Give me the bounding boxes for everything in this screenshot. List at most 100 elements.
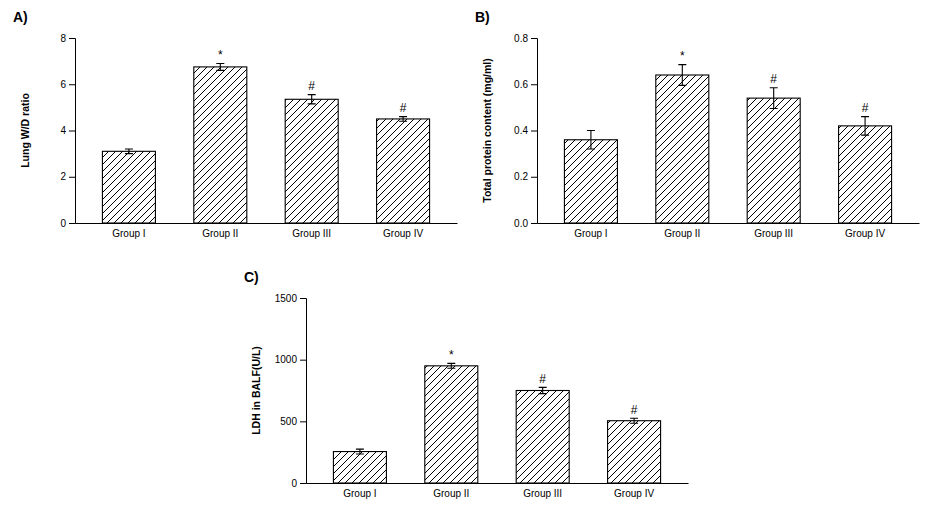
y-tick-mark: [531, 84, 537, 85]
y-tick-mark: [69, 84, 75, 85]
bar: [516, 391, 569, 484]
x-tick-label: Group III: [523, 488, 562, 499]
y-tick-mark: [69, 177, 75, 178]
annotation: #: [631, 403, 638, 417]
annotation: #: [400, 101, 407, 115]
annotation: #: [770, 72, 777, 86]
y-tick-label: 0.4: [514, 125, 528, 136]
error-bar: [447, 363, 455, 368]
x-tick-label: Group III: [292, 228, 331, 239]
y-tick-mark: [300, 483, 306, 484]
x-tick-label: Group III: [754, 228, 793, 239]
x-tick: Group IV: [614, 483, 654, 499]
x-tick-label: Group IV: [383, 228, 423, 239]
x-tick: Group II: [433, 483, 469, 499]
y-tick-label: 4: [60, 125, 66, 136]
y-tick-label: 1500: [275, 293, 298, 304]
y-tick: 0: [60, 218, 75, 229]
panel: 0 500 1000 1500 Group I Group II Group III Grou…: [244, 269, 689, 499]
x-tick: Group I: [343, 483, 376, 499]
y-tick-label: 6: [60, 79, 66, 90]
annotation: #: [308, 79, 315, 93]
y-tick-mark: [300, 360, 306, 361]
panel: 0.0 0.2 0.4 0.6 0.8 Group I Group II Group III G…: [475, 9, 920, 239]
y-tick: 8: [60, 33, 75, 44]
y-tick: 0.8: [514, 33, 537, 44]
x-tick: Group III: [292, 223, 331, 239]
y-tick-mark: [69, 223, 75, 224]
error-bar: [308, 95, 316, 104]
y-tick-mark: [69, 131, 75, 132]
y-tick-mark: [300, 421, 306, 422]
panel-title: C): [244, 269, 259, 285]
error-bar: [587, 131, 595, 150]
error-bar: [216, 63, 224, 70]
y-axis-line: [69, 39, 76, 224]
x-axis-line: [76, 223, 458, 224]
figure: 0 2 4 6 8 Group I Group II Group III Group IV * # #…: [0, 0, 944, 527]
error-bar: [861, 117, 869, 136]
bar: [377, 119, 430, 223]
bar: [102, 151, 155, 223]
x-axis-line: [307, 483, 689, 484]
x-tick: Group I: [574, 223, 607, 239]
x-tick: Group III: [754, 223, 793, 239]
y-tick-label: 2: [60, 171, 66, 182]
error-bar: [678, 65, 686, 86]
y-tick: 0.0: [514, 218, 537, 229]
marks: [102, 63, 429, 223]
x-tick-label: Group I: [574, 228, 607, 239]
bar: [194, 67, 247, 223]
y-tick-mark: [69, 38, 75, 39]
x-tick-label: Group IV: [614, 488, 654, 499]
y-tick: 0.2: [514, 171, 537, 182]
y-tick-label: 0.8: [514, 33, 528, 44]
y-tick-mark: [300, 298, 306, 299]
y-axis: 0 2 4 6 8: [60, 33, 75, 229]
y-axis: 0.0 0.2 0.4 0.6 0.8: [514, 33, 537, 229]
x-tick-label: Group I: [343, 488, 376, 499]
y-axis-title: Total protein content (mg/ml): [481, 58, 493, 202]
y-tick: 1000: [275, 354, 306, 365]
y-tick-mark: [531, 177, 537, 178]
y-tick: 0.4: [514, 125, 537, 136]
y-tick: 0: [291, 478, 306, 489]
bar: [285, 99, 338, 223]
x-tick-label: Group II: [202, 228, 238, 239]
y-tick-label: 8: [60, 33, 66, 44]
bar: [656, 75, 709, 223]
panel-title: B): [475, 9, 490, 25]
x-tick-label: Group II: [664, 228, 700, 239]
x-axis-line: [538, 223, 920, 224]
bar: [564, 140, 617, 223]
y-tick-label: 1000: [275, 354, 298, 365]
y-tick-mark: [531, 131, 537, 132]
bar: [425, 366, 478, 483]
bar: [333, 452, 386, 483]
annotation: *: [680, 49, 685, 63]
x-tick: Group III: [523, 483, 562, 499]
y-tick: 4: [60, 125, 75, 136]
y-tick-mark: [531, 223, 537, 224]
marks: [564, 65, 891, 223]
y-tick-label: 0.6: [514, 79, 528, 90]
y-tick-label: 0: [60, 218, 66, 229]
x-tick-label: Group II: [433, 488, 469, 499]
y-tick-label: 0: [291, 478, 297, 489]
y-axis-title: Lung W/D ratio: [19, 93, 31, 168]
x-tick: Group IV: [383, 223, 423, 239]
x-tick: Group II: [202, 223, 238, 239]
x-tick-label: Group IV: [845, 228, 885, 239]
y-axis-line: [531, 39, 538, 224]
y-tick-mark: [531, 38, 537, 39]
x-tick-label: Group I: [112, 228, 145, 239]
annotations: *##: [449, 348, 638, 417]
bar: [608, 421, 661, 483]
y-tick-label: 500: [280, 416, 297, 427]
marks: [333, 363, 660, 483]
annotations: *##: [680, 49, 869, 115]
annotation: *: [449, 348, 454, 362]
y-tick: 2: [60, 171, 75, 182]
y-tick: 1500: [275, 293, 306, 304]
error-bar: [630, 418, 638, 423]
